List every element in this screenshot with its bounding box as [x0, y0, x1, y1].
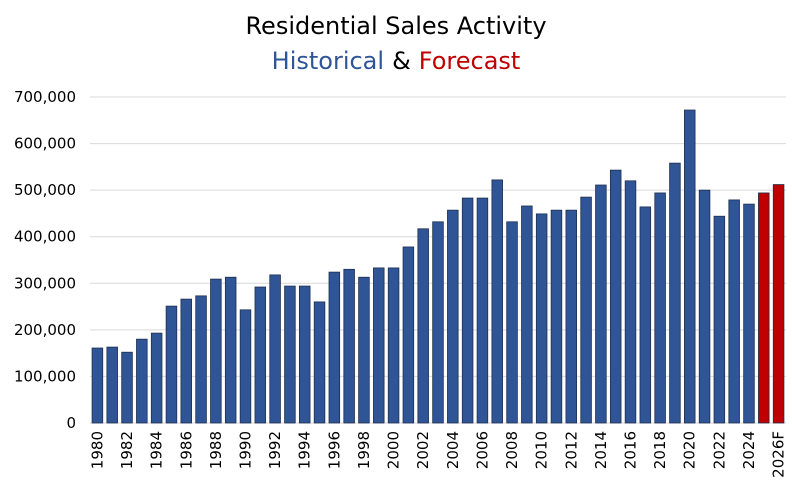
bar — [417, 228, 429, 424]
y-tick-label: 100,000 — [14, 367, 76, 385]
x-tick-label: 1996 — [325, 431, 343, 469]
y-tick-label: 400,000 — [14, 228, 76, 246]
x-tick-label: 1988 — [207, 431, 225, 469]
bar — [432, 221, 444, 424]
x-tick-label: 1994 — [296, 431, 314, 469]
bar — [239, 309, 252, 424]
bar — [713, 215, 726, 424]
x-tick-label: 2020 — [681, 431, 699, 469]
subtitle-part: Historical — [272, 47, 384, 75]
bar — [150, 332, 163, 424]
x-tick-label: 1992 — [266, 431, 284, 469]
bar — [698, 189, 711, 424]
bar — [373, 267, 385, 424]
bar — [106, 346, 118, 424]
bar — [758, 192, 770, 424]
x-tick-label: 2018 — [651, 431, 669, 469]
x-tick-label: 1990 — [236, 431, 254, 469]
bar — [165, 305, 178, 424]
bar — [506, 221, 518, 424]
bar — [254, 286, 267, 424]
subtitle-part: Forecast — [419, 47, 521, 75]
bar — [210, 278, 222, 424]
y-tick-label: 200,000 — [14, 321, 76, 339]
y-tick-label: 300,000 — [14, 274, 76, 292]
y-tick-label: 500,000 — [14, 181, 76, 199]
bar — [387, 267, 400, 424]
bar — [772, 184, 785, 424]
bar — [402, 246, 415, 424]
bar — [358, 276, 370, 424]
x-tick-label: 2014 — [592, 431, 610, 469]
bar — [580, 196, 592, 424]
bar — [565, 209, 578, 424]
bar — [284, 285, 296, 424]
bar — [136, 338, 148, 424]
bar — [550, 209, 563, 424]
bar — [313, 301, 326, 424]
x-tick-label: 2006 — [473, 431, 491, 469]
bar — [343, 268, 355, 424]
y-tick-label: 600,000 — [14, 135, 76, 153]
x-tick-label: 2004 — [444, 431, 462, 469]
bar — [224, 276, 237, 424]
bar — [595, 184, 607, 424]
bar — [743, 203, 755, 424]
bar — [624, 180, 637, 424]
bar — [669, 162, 681, 424]
subtitle-part: & — [392, 47, 411, 75]
x-tick-label: 1984 — [148, 431, 166, 469]
bar — [447, 209, 459, 424]
bar — [180, 298, 192, 424]
x-tick-label: 1982 — [118, 431, 136, 469]
bar — [535, 213, 548, 424]
bar — [491, 179, 503, 424]
chart-subtitle: Historical & Forecast — [272, 47, 521, 75]
x-tick-label: 2012 — [562, 431, 580, 469]
bar — [269, 274, 281, 424]
bar — [521, 205, 533, 424]
bar — [121, 351, 133, 424]
x-tick-label: 1998 — [355, 431, 373, 469]
x-tick-label: 2002 — [414, 431, 432, 469]
y-tick-label: 700,000 — [14, 88, 76, 106]
bar — [609, 169, 622, 424]
x-tick-label: 2008 — [503, 431, 521, 469]
y-tick-label: 0 — [66, 414, 76, 432]
bar — [639, 206, 652, 424]
x-tick-label: 1986 — [177, 431, 195, 469]
bar — [684, 109, 696, 424]
bar — [728, 199, 740, 424]
x-tick-label: 2022 — [710, 431, 728, 469]
x-tick-label: 2026F — [770, 431, 788, 478]
bar — [91, 347, 104, 424]
chart-title: Residential Sales Activity — [245, 12, 546, 40]
x-tick-label: 1980 — [88, 431, 106, 469]
bar — [298, 285, 311, 424]
x-tick-label: 2010 — [533, 431, 551, 469]
bar — [654, 192, 666, 424]
bar — [461, 197, 474, 424]
x-tick-label: 2024 — [740, 431, 758, 469]
x-tick-label: 2000 — [385, 431, 403, 469]
bar — [195, 295, 207, 424]
x-tick-label: 2016 — [622, 431, 640, 469]
bar — [476, 197, 489, 424]
bar — [328, 271, 341, 424]
